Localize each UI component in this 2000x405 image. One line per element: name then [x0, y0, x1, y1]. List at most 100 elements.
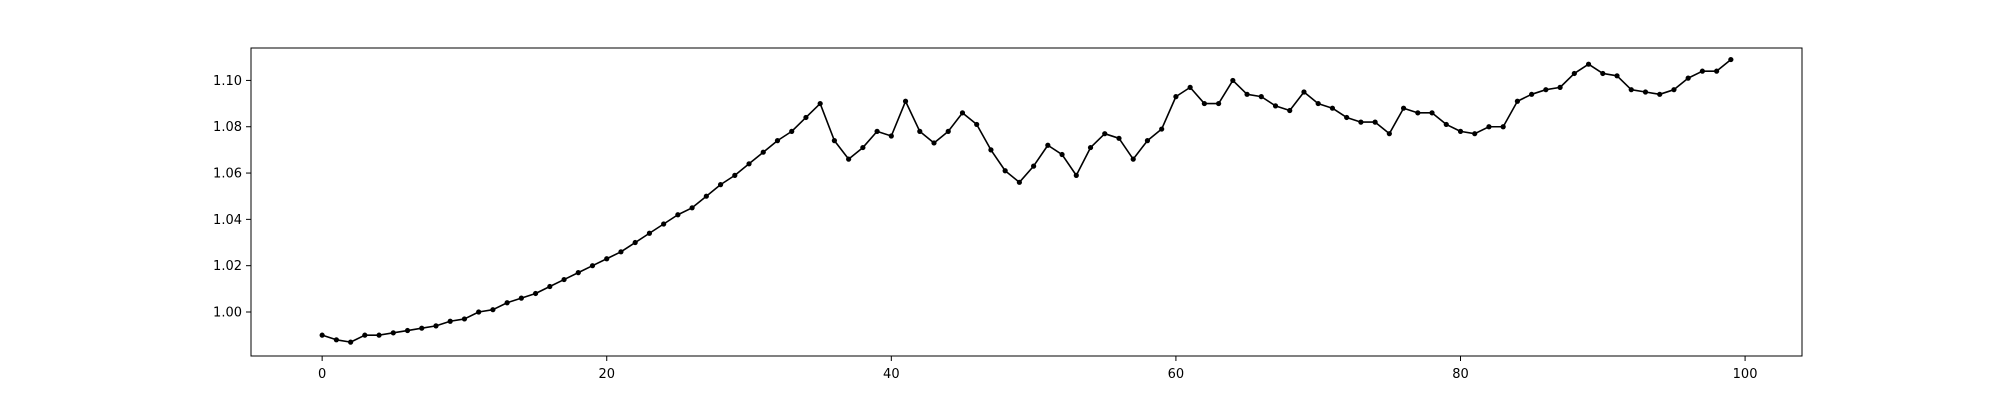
data-point [789, 128, 795, 134]
data-point [760, 149, 766, 155]
data-point [447, 318, 453, 324]
y-tick-label: 1.08 [213, 120, 242, 135]
data-point [1472, 131, 1478, 137]
data-point [504, 300, 510, 306]
y-tick-label: 1.04 [213, 213, 242, 228]
data-point [846, 156, 852, 162]
data-point [1571, 70, 1577, 77]
x-tick-label: 20 [598, 367, 615, 382]
data-point [1728, 56, 1734, 63]
data-point [874, 128, 880, 134]
data-point [1585, 61, 1592, 67]
data-point [1301, 89, 1307, 95]
data-point [746, 161, 752, 167]
data-point [1372, 119, 1378, 125]
y-tick-label: 1.06 [213, 167, 242, 182]
data-point [1699, 68, 1705, 74]
data-point [1657, 91, 1663, 97]
data-point [959, 110, 966, 116]
x-tick-label: 60 [1168, 367, 1185, 382]
data-point [1429, 110, 1435, 116]
data-point [461, 316, 468, 322]
data-point [1500, 124, 1506, 130]
data-point [632, 239, 638, 246]
data-point [376, 332, 382, 338]
data-point [561, 276, 567, 283]
data-point [902, 98, 909, 104]
data-point [917, 128, 923, 134]
data-point [1543, 87, 1549, 93]
data-point [1614, 73, 1620, 79]
data-point [1287, 107, 1293, 114]
data-point [575, 270, 581, 276]
y-tick-label: 1.02 [213, 259, 242, 274]
data-point [1329, 105, 1336, 111]
data-point [1315, 100, 1321, 107]
data-point [1201, 100, 1207, 107]
data-point [390, 330, 396, 336]
data-point [1173, 94, 1179, 100]
data-point [1102, 131, 1108, 137]
data-point [1386, 131, 1392, 137]
y-tick-label: 1.00 [213, 306, 242, 321]
data-point [1116, 135, 1122, 141]
data-point [433, 323, 439, 329]
data-point [490, 307, 496, 313]
data-point [646, 230, 653, 236]
data-point [1400, 105, 1407, 111]
data-point [476, 309, 482, 315]
data-point [1557, 84, 1563, 90]
data-point [732, 172, 738, 178]
data-point [931, 140, 937, 146]
data-point [618, 249, 624, 255]
data-point [988, 147, 994, 153]
data-point [1628, 87, 1634, 93]
data-point [1045, 142, 1051, 148]
data-point [675, 212, 681, 218]
x-tick-label: 80 [1452, 367, 1469, 382]
data-point [817, 100, 823, 107]
data-point [1642, 89, 1649, 95]
data-point [589, 263, 596, 269]
data-point [689, 205, 695, 211]
data-point [532, 290, 539, 297]
axes-frame [250, 47, 1803, 357]
axes-layer: 0 20 40 60 80 100 1.00 1.02 1.04 1.06 1.08 1.10 [213, 47, 1803, 382]
data-point [1486, 124, 1492, 130]
data-point [1230, 77, 1236, 84]
data-point [1244, 91, 1250, 97]
data-point [717, 182, 724, 188]
data-point [319, 332, 325, 338]
data-point [404, 327, 411, 334]
data-point [1514, 98, 1521, 104]
data-point [888, 133, 894, 139]
data-point [1457, 128, 1464, 134]
data-point [1600, 70, 1606, 77]
data-point [803, 114, 809, 121]
data-point [1415, 110, 1421, 116]
data-point [1216, 100, 1222, 107]
data-point [1443, 121, 1449, 128]
data-point [1344, 114, 1350, 121]
data-point [1187, 84, 1193, 90]
data-point [1087, 144, 1094, 151]
data-point [1671, 87, 1677, 93]
data-point [1258, 94, 1264, 100]
data-point [974, 121, 980, 128]
data-point [774, 138, 781, 144]
data-point [419, 325, 425, 331]
data-point [333, 337, 339, 343]
data-point [1685, 75, 1691, 81]
data-point [518, 295, 524, 301]
x-tick-label: 0 [318, 367, 326, 382]
data-point [661, 221, 667, 227]
data-point [703, 193, 709, 199]
data-point [1002, 168, 1008, 174]
data-point [1714, 68, 1720, 74]
data-point [945, 128, 951, 134]
data-point [1159, 126, 1165, 132]
data-point [1031, 163, 1037, 169]
y-tick-label: 1.10 [213, 74, 242, 89]
